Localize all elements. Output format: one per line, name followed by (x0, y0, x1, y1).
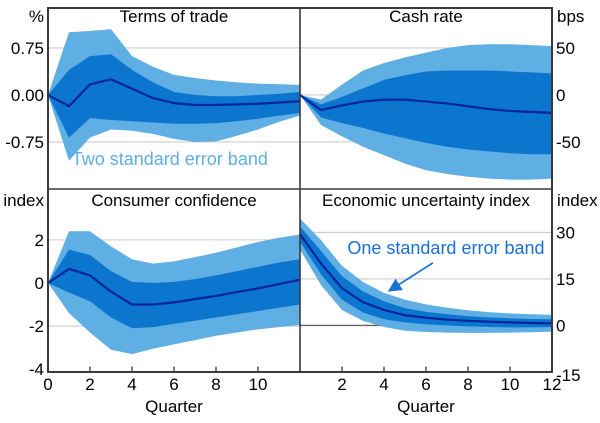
panel-economic-uncertainty-index: One standard error band Economic uncertai… (299, 191, 598, 416)
x-tick-label: 6 (169, 375, 178, 394)
y-tick-label: 2 (35, 231, 44, 250)
panel-terms-of-trade: Two standard error band Terms of trade 0.7… (5, 7, 301, 169)
x-tick-label: 4 (379, 375, 388, 394)
x-tick-label: 2 (85, 375, 94, 394)
panel-cash-rate: Cash rate 50 0 -50 bps (299, 7, 584, 180)
point-estimate-line (299, 94, 553, 114)
point-estimate-line (47, 78, 301, 108)
axis-unit-label-consumer-confidence: index (3, 191, 44, 210)
x-tick-label: 4 (127, 375, 136, 394)
panel-title-cash-rate: Cash rate (389, 7, 463, 26)
y-tick-label: 30 (556, 223, 575, 242)
x-tick-label: 6 (421, 375, 430, 394)
y-tick-label: 0 (556, 86, 565, 105)
y-tick-label: -50 (556, 133, 581, 152)
point-estimate-line (299, 233, 553, 325)
y-tick-label: 0.75 (11, 39, 44, 58)
y-tick-label: 50 (556, 39, 575, 58)
panel-title-terms-of-trade: Terms of trade (120, 7, 229, 26)
point-estimate-line (47, 267, 301, 306)
y-tick-label: -0.75 (5, 133, 44, 152)
axis-unit-label-cash-rate: bps (557, 7, 584, 26)
axis-unit-label-economic-uncertainty-index: index (557, 191, 598, 210)
x-tick-label: 12 (543, 375, 562, 394)
x-tick-label: 8 (211, 375, 220, 394)
y-tick-label: 0.00 (11, 86, 44, 105)
y-tick-label: 0 (35, 274, 44, 293)
panel-title-consumer-confidence: Consumer confidence (91, 191, 256, 210)
annotation-arrow (387, 262, 434, 292)
band-annotation-label: Two standard error band (72, 149, 268, 169)
x-tick-label: 0 (43, 375, 52, 394)
y-tick-label: 0 (556, 316, 565, 335)
x-tick-label: 10 (249, 375, 268, 394)
one-standard-error-band (48, 249, 300, 329)
x-tick-label: 2 (337, 375, 346, 394)
y-tick-label: 15 (556, 270, 575, 289)
one-standard-error-band (48, 54, 300, 138)
band-annotation-label: One standard error band (347, 238, 544, 258)
y-tick-label: -4 (29, 360, 44, 379)
x-axis-label: Quarter (145, 397, 203, 416)
axis-unit-label-terms-of-trade: % (29, 7, 44, 26)
panel-consumer-confidence: Consumer confidence 2 0 -2 -4 index 0 2 4 6 8 10 Qua… (3, 191, 301, 416)
x-tick-label: 10 (501, 375, 520, 394)
panel-title-economic-uncertainty-index: Economic uncertainty index (322, 191, 530, 210)
x-tick-label: 8 (463, 375, 472, 394)
one-standard-error-band (300, 70, 552, 155)
y-tick-label: -2 (29, 317, 44, 336)
y-tick-label: -15 (556, 366, 581, 385)
x-axis-label: Quarter (397, 397, 455, 416)
